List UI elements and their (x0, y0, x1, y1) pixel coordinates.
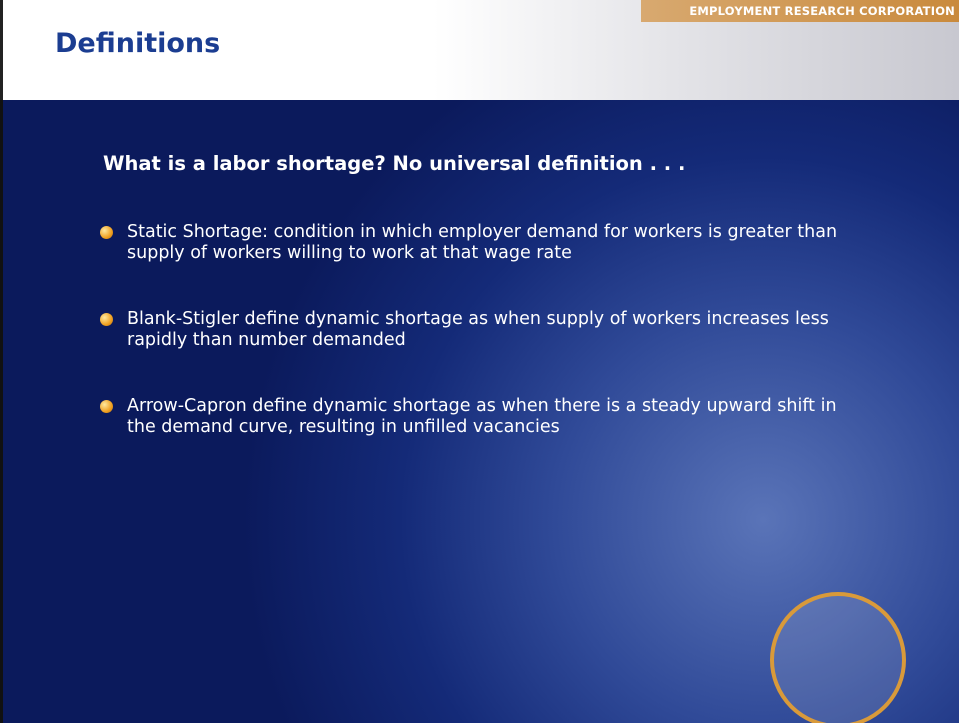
bullet: Blank-Stigler define dynamic shortage as… (100, 309, 840, 351)
bullet-dot (100, 226, 113, 239)
bullet: Static Shortage: condition in which empl… (100, 222, 840, 264)
brand-label: EMPLOYMENT RESEARCH CORPORATION (641, 0, 959, 22)
bullet-list: Static Shortage: condition in which empl… (100, 222, 840, 483)
header: Definitions EMPLOYMENT RESEARCH CORPORAT… (0, 0, 959, 100)
bullet: Arrow-Capron define dynamic shortage as … (100, 396, 840, 438)
slide: Definitions EMPLOYMENT RESEARCH CORPORAT… (0, 0, 959, 723)
bullet-dot (100, 313, 113, 326)
bullet-text: Arrow-Capron define dynamic shortage as … (127, 396, 837, 437)
bullet-text: Static Shortage: condition in which empl… (127, 222, 837, 263)
slide-title: Definitions (55, 28, 220, 59)
bullet-text: Blank-Stigler define dynamic shortage as… (127, 309, 829, 350)
heading: What is a labor shortage? No universal d… (103, 152, 685, 175)
bullet-dot (100, 400, 113, 413)
